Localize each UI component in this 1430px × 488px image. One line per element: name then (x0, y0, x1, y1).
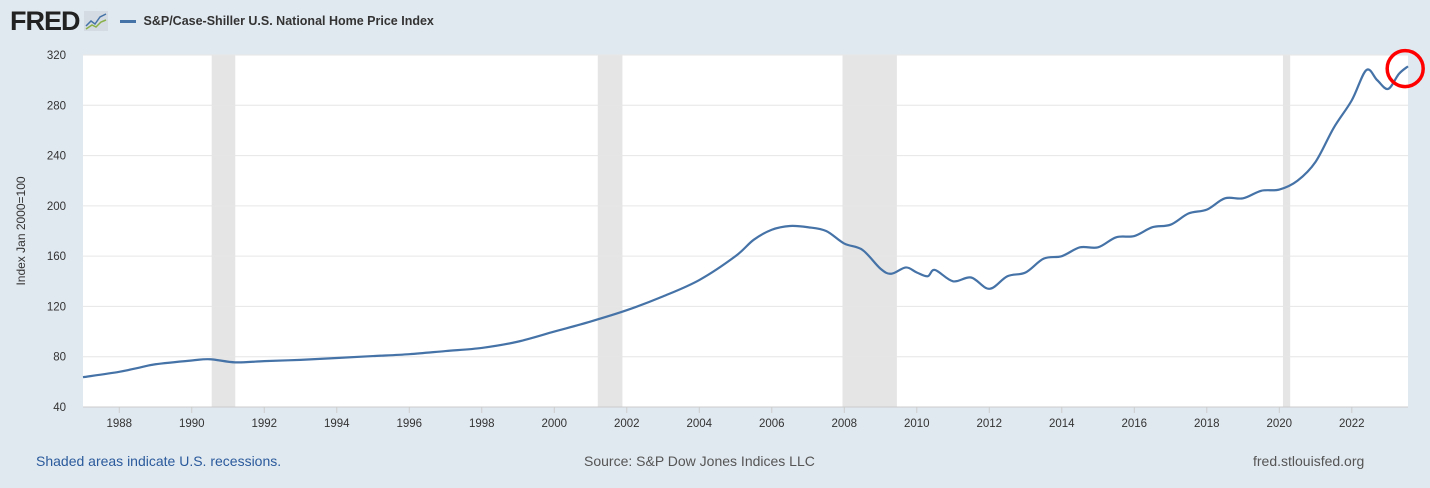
recession-shade (597, 55, 623, 407)
x-tick-label: 2002 (614, 418, 640, 430)
y-tick-label: 160 (47, 251, 66, 263)
y-tick-label: 280 (47, 100, 66, 112)
site-link[interactable]: fred.stlouisfed.org (1253, 453, 1365, 469)
x-tick-label: 2010 (904, 418, 930, 430)
recession-shade (1282, 55, 1291, 407)
y-tick-label: 200 (47, 201, 66, 213)
plot-area (83, 55, 1408, 407)
x-tick-label: 2004 (686, 418, 712, 430)
x-tick-label: 2000 (541, 418, 567, 430)
x-tick-label: 1998 (469, 418, 495, 430)
recession-shade (211, 55, 236, 407)
series-line (82, 65, 1409, 379)
x-tick-label: 2014 (1049, 418, 1075, 430)
x-tick-label: 1996 (396, 418, 422, 430)
legend-item[interactable]: S&P/Case-Shiller U.S. National Home Pric… (119, 14, 434, 28)
x-tick-label: 2012 (976, 418, 1002, 430)
x-tick-label: 1992 (251, 418, 277, 430)
highlight-circle (1385, 48, 1425, 89)
y-tick-label: 80 (53, 352, 66, 364)
x-tick-label: 2018 (1194, 418, 1220, 430)
recession-note: Shaded areas indicate U.S. recessions. (36, 453, 282, 469)
y-axis-label: Index Jan 2000=100 (14, 176, 28, 285)
x-tick-label: 1990 (179, 418, 205, 430)
y-tick-label: 120 (47, 301, 66, 313)
chart-header: FRED S&P/Case-Shiller U.S. National Home… (10, 6, 434, 36)
source-note: Source: S&P Dow Jones Indices LLC (584, 453, 815, 469)
y-tick-label: 320 (47, 50, 66, 62)
legend-label: S&P/Case-Shiller U.S. National Home Pric… (143, 14, 434, 28)
x-tick-label: 2020 (1267, 418, 1293, 430)
x-tick-label: 1994 (324, 418, 350, 430)
x-tick-label: 2006 (759, 418, 785, 430)
x-tick-label: 2022 (1339, 418, 1365, 430)
x-tick-label: 1988 (106, 418, 132, 430)
recession-shade (842, 55, 897, 407)
fred-logo[interactable]: FRED (10, 5, 80, 36)
y-tick-label: 40 (53, 402, 66, 414)
x-tick-label: 2016 (1122, 418, 1148, 430)
y-tick-label: 240 (47, 151, 66, 163)
fred-graph-icon (83, 11, 108, 31)
x-tick-label: 2008 (831, 418, 857, 430)
legend-line-swatch (119, 19, 136, 23)
